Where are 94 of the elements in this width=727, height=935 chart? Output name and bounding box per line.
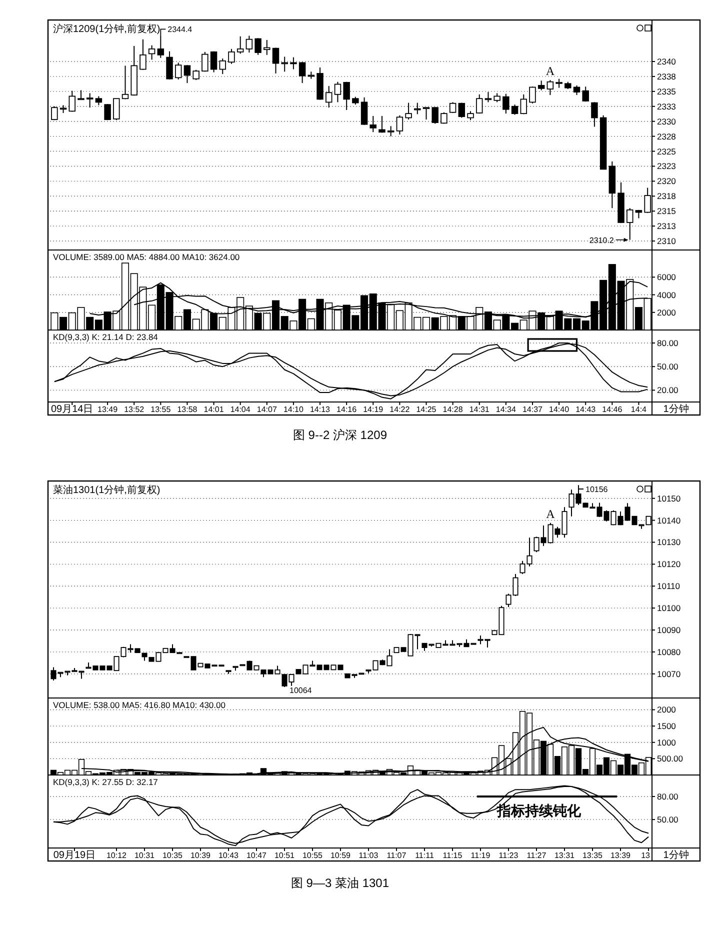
x-tick-label: 14:04 (230, 405, 251, 414)
x-tick-label: 11:23 (498, 851, 519, 860)
x-tick-label: 14:16 (336, 405, 358, 414)
annotation: 2310.2 (589, 236, 614, 245)
y-tick-label: 10070 (657, 668, 681, 679)
y-tick-label: 10140 (657, 515, 681, 526)
y-tick-label: 2313 (657, 221, 676, 232)
x-tick-label: 14:25 (416, 405, 437, 414)
y-tick-label: 2000 (657, 704, 676, 715)
x-axis-title: 1分钟 (663, 849, 689, 861)
x-tick-label: 11:03 (358, 851, 379, 860)
y-tick-label: 2338 (657, 71, 676, 82)
y-tick-label: 50.00 (657, 362, 679, 372)
annotation: 2344.4 (168, 25, 193, 34)
caption: 图 9—3 菜油 1301 (290, 876, 390, 890)
x-tick-label: 13:39 (610, 851, 632, 860)
y-tick-label: 80.00 (657, 792, 679, 802)
x-tick-label: 14:10 (283, 405, 304, 414)
x-tick-label: 14:31 (469, 405, 490, 414)
x-tick-label: 14:46 (602, 405, 623, 414)
chart-title: VOLUME: 538.00 MA5: 416.80 MA10: 430.00 (53, 700, 226, 710)
annotation: 10156 (586, 485, 608, 494)
y-tick-label: 4000 (657, 290, 676, 300)
y-tick-label: 1500 (657, 721, 676, 732)
annotation: A (546, 506, 556, 521)
y-tick-label: 2335 (657, 86, 676, 96)
annotation: 指标持续钝化 (496, 802, 582, 819)
x-tick-label: 10:35 (162, 851, 184, 860)
x-tick-label: 11:19 (470, 851, 491, 860)
x-tick-label: 14:22 (390, 405, 410, 414)
chart-title: 菜油1301(1分钟,前复权) (53, 484, 160, 496)
y-tick-label: 2323 (657, 161, 676, 172)
x-tick-label: 13:58 (177, 405, 198, 414)
x-tick-label: 10:39 (190, 851, 212, 860)
x-tick-label: 14:37 (522, 405, 544, 414)
x-tick-label: 10:12 (106, 851, 128, 860)
x-tick-label: 14:28 (442, 405, 464, 414)
x-tick-label: 11:07 (386, 851, 407, 860)
y-tick-label: 2328 (657, 131, 676, 142)
x-tick-label: 10:31 (134, 851, 156, 860)
y-tick-label: 10080 (657, 646, 681, 657)
x-tick-label: 13:35 (582, 851, 604, 860)
y-tick-label: 2320 (657, 176, 676, 186)
y-tick-label: 80.00 (657, 338, 679, 348)
y-tick-label: 10150 (657, 493, 681, 504)
y-tick-label: 10120 (657, 559, 681, 570)
x-tick-label: 13:52 (124, 405, 145, 414)
chart-title: KD(9,3,3) K: 21.14 D: 23.84 (53, 332, 158, 342)
chart-title: KD(9,3,3) K: 27.55 D: 32.17 (53, 777, 158, 787)
y-tick-label: 2340 (657, 56, 676, 66)
y-tick-label: 2333 (657, 101, 676, 112)
y-tick-label: 10090 (657, 624, 681, 635)
y-tick-label: 10130 (657, 537, 681, 548)
x-axis-title: 1分钟 (663, 403, 689, 415)
y-tick-label: 20.00 (657, 385, 679, 396)
x-tick-label: 14:19 (363, 405, 384, 414)
x-tick-label: 10:59 (330, 851, 352, 860)
y-tick-label: 2318 (657, 191, 676, 202)
y-tick-label: 2325 (657, 146, 676, 156)
x-tick-label: 13:55 (150, 405, 172, 414)
x-tick-label: 09月14日 (51, 404, 94, 415)
y-tick-label: 10110 (657, 581, 680, 592)
y-tick-label: 2310 (657, 236, 676, 246)
annotation: A (546, 64, 555, 78)
x-tick-label: 11:15 (442, 851, 463, 860)
y-tick-label: 500.00 (657, 754, 684, 764)
x-tick-label: 10:51 (274, 851, 296, 860)
x-tick-label: 14:13 (310, 405, 331, 414)
chart-title: 沪深1209(1分钟,前复权) (53, 23, 160, 35)
y-tick-label: 2000 (657, 307, 676, 318)
x-tick-label: 14:40 (549, 405, 570, 414)
x-tick-label: 13:31 (554, 851, 576, 860)
y-tick-label: 1000 (657, 737, 676, 748)
y-tick-label: 6000 (657, 272, 676, 282)
x-tick-label: 11:27 (526, 851, 547, 860)
x-tick-label: 10:55 (302, 851, 324, 860)
x-tick-label: 13:49 (98, 405, 118, 414)
x-tick-label: 09月19日 (53, 850, 96, 861)
x-tick-label: 14:01 (204, 405, 224, 414)
x-tick-label: 13 (641, 851, 651, 860)
x-tick-label: 14:07 (256, 405, 278, 414)
x-tick-label: 14:43 (576, 405, 596, 414)
x-tick-label: 14:4 (630, 405, 648, 414)
y-tick-label: 2315 (657, 206, 676, 216)
y-tick-label: 50.00 (657, 814, 679, 825)
x-tick-label: 10:47 (246, 851, 268, 860)
x-tick-label: 10:43 (218, 851, 240, 860)
x-tick-label: 11:11 (415, 851, 434, 860)
y-tick-label: 2330 (657, 116, 676, 126)
caption: 图 9--2 沪深 1209 (292, 428, 388, 442)
annotation: 10064 (290, 686, 312, 696)
chart-title: VOLUME: 3589.00 MA5: 4884.00 MA10: 3624.00 (53, 252, 240, 262)
y-tick-label: 10100 (657, 603, 681, 614)
x-tick-label: 14:34 (496, 405, 516, 414)
